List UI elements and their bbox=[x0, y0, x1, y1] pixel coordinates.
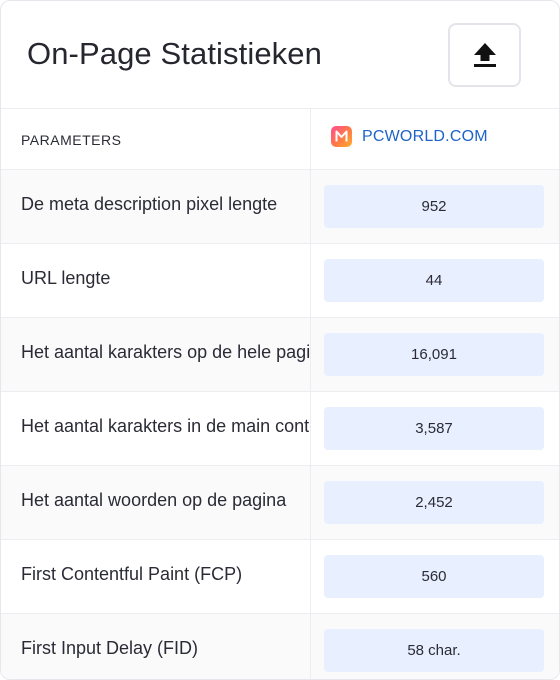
row-value-cell: 2,452 bbox=[324, 481, 544, 524]
row-value-cell: 44 bbox=[324, 259, 544, 302]
column-divider bbox=[310, 109, 311, 679]
table-row: De meta description pixel lengte 952 bbox=[1, 170, 559, 244]
table-header-row: PARAMETERS PCWORLD.COM bbox=[1, 109, 559, 170]
table-row: First Contentful Paint (FCP) 560 bbox=[1, 540, 559, 614]
page-title: On-Page Statistieken bbox=[27, 36, 322, 71]
site-column-header: PCWORLD.COM bbox=[331, 126, 488, 147]
row-parameter-label: De meta description pixel lengte bbox=[21, 194, 278, 214]
row-parameter-label: URL lengte bbox=[21, 268, 111, 288]
table-row: Het aantal karakters op de hele pagina 16… bbox=[1, 318, 559, 392]
table-row: First Input Delay (FID) 58 char. bbox=[1, 614, 559, 679]
table-row: URL lengte 44 bbox=[1, 244, 559, 318]
row-value-cell: 58 char. bbox=[324, 629, 544, 672]
table-row: Het aantal woorden op de pagina 2,452 bbox=[1, 466, 559, 540]
row-value-cell: 16,091 bbox=[324, 333, 544, 376]
site-favicon-icon bbox=[331, 126, 352, 147]
row-parameter-label: Het aantal woorden op de pagina bbox=[21, 490, 287, 510]
row-parameter-label: First Contentful Paint (FCP) bbox=[21, 564, 243, 584]
row-parameter-label: Het aantal karakters op de hele pagina bbox=[21, 342, 310, 362]
upload-button[interactable] bbox=[448, 23, 521, 87]
row-value-cell: 560 bbox=[324, 555, 544, 598]
row-parameter-label: Het aantal karakters in de main content bbox=[21, 416, 310, 436]
upload-arrow-icon bbox=[473, 43, 496, 67]
table-row: Het aantal karakters in de main content 3… bbox=[1, 392, 559, 466]
parameters-column-header: PARAMETERS bbox=[21, 132, 122, 148]
row-value-cell: 952 bbox=[324, 185, 544, 228]
row-parameter-label: First Input Delay (FID) bbox=[21, 638, 199, 658]
row-value-cell: 3,587 bbox=[324, 407, 544, 450]
site-name-link[interactable]: PCWORLD.COM bbox=[362, 127, 488, 145]
card-header: On-Page Statistieken bbox=[1, 1, 559, 109]
